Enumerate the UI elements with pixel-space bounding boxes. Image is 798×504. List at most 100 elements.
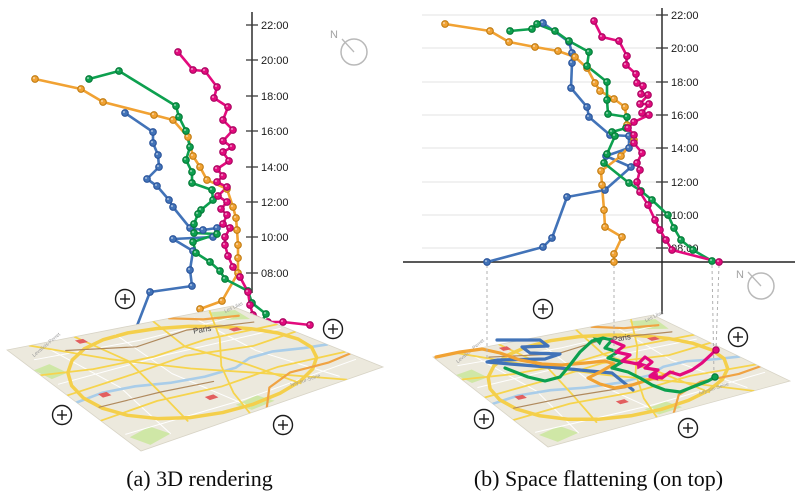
trajectory-point[interactable] <box>219 116 227 124</box>
trajectory-point[interactable] <box>206 258 214 266</box>
trajectory-point[interactable] <box>190 229 198 237</box>
trajectory-point[interactable] <box>591 79 599 87</box>
tether-plus-icon[interactable] <box>272 414 294 436</box>
trajectory-point[interactable] <box>219 137 227 145</box>
trajectory-point[interactable] <box>221 233 229 241</box>
trajectory-point[interactable] <box>597 167 605 175</box>
trajectory-point[interactable] <box>539 243 547 251</box>
trajectory-point[interactable] <box>149 139 157 147</box>
trajectory-point[interactable] <box>571 53 579 61</box>
trajectory-point[interactable] <box>213 83 221 91</box>
trajectory-point[interactable] <box>618 233 626 241</box>
trajectory-point[interactable] <box>169 235 177 243</box>
trajectory-point[interactable] <box>229 263 237 271</box>
trajectory-point[interactable] <box>651 216 659 224</box>
trajectory-point[interactable] <box>189 238 197 246</box>
trajectory-point[interactable] <box>600 159 608 167</box>
tether-plus-icon[interactable] <box>727 326 749 348</box>
trajectory-point[interactable] <box>31 75 39 83</box>
trajectory-point[interactable] <box>531 43 539 51</box>
trajectory-point[interactable] <box>708 257 716 265</box>
tether-plus-icon[interactable] <box>677 417 699 439</box>
trajectory-point[interactable] <box>214 192 222 200</box>
trajectory-point[interactable] <box>188 168 196 176</box>
trajectory-point[interactable] <box>224 252 232 260</box>
trajectory-green-flattened[interactable] <box>503 336 717 394</box>
trajectory-point[interactable] <box>219 220 227 228</box>
trajectory-point[interactable] <box>630 118 638 126</box>
trajectory-point[interactable] <box>213 165 221 173</box>
trajectory-point[interactable] <box>196 305 204 313</box>
trajectory-point[interactable] <box>668 246 676 254</box>
trajectory-point[interactable] <box>551 27 559 35</box>
trajectory-point[interactable] <box>223 211 231 219</box>
trajectory-point[interactable] <box>645 100 653 108</box>
trajectory-point[interactable] <box>585 113 593 121</box>
trajectory-blue-time[interactable] <box>485 21 633 264</box>
trajectory-point[interactable] <box>189 152 197 160</box>
trajectory-point[interactable] <box>77 85 85 93</box>
trajectory-point[interactable] <box>150 111 158 119</box>
trajectory-point[interactable] <box>229 203 237 211</box>
trajectory-point[interactable] <box>590 17 598 25</box>
trajectory-point[interactable] <box>216 267 224 275</box>
trajectory-point[interactable] <box>209 196 217 204</box>
trajectory-point[interactable] <box>192 249 200 257</box>
trajectory-point[interactable] <box>664 211 672 219</box>
trajectory-blue-flattened[interactable] <box>485 338 635 392</box>
trajectory-point[interactable] <box>601 223 609 231</box>
trajectory-point[interactable] <box>617 152 625 160</box>
trajectory-point[interactable] <box>598 181 606 189</box>
trajectory-magenta-3d[interactable] <box>176 50 312 327</box>
trajectory-point[interactable] <box>153 182 161 190</box>
map-endpoint-green[interactable] <box>711 373 719 381</box>
trajectory-point[interactable] <box>554 47 562 55</box>
trajectory-point[interactable] <box>637 90 645 98</box>
trajectory-point[interactable] <box>224 103 232 111</box>
trajectory-point[interactable] <box>625 179 633 187</box>
tether-plus-icon[interactable] <box>473 408 495 430</box>
trajectory-point[interactable] <box>234 254 242 262</box>
trajectory-point[interactable] <box>636 188 644 196</box>
trajectory-point[interactable] <box>221 241 229 249</box>
trajectory-point[interactable] <box>506 27 514 35</box>
trajectory-point[interactable] <box>169 116 177 124</box>
trajectory-point[interactable] <box>199 226 207 234</box>
trajectory-point[interactable] <box>624 124 632 132</box>
trajectory-point[interactable] <box>175 113 183 121</box>
trajectory-point[interactable] <box>186 143 194 151</box>
trajectory-point[interactable] <box>165 196 173 204</box>
trajectory-point[interactable] <box>644 201 652 209</box>
trajectory-point[interactable] <box>213 230 221 238</box>
trajectory-point[interactable] <box>219 172 227 180</box>
trajectory-point[interactable] <box>633 79 641 87</box>
trajectory-point[interactable] <box>533 20 541 28</box>
trajectory-point[interactable] <box>583 62 591 70</box>
trajectory-point[interactable] <box>229 126 237 134</box>
trajectory-point[interactable] <box>203 176 211 184</box>
trajectory-point[interactable] <box>583 103 591 111</box>
trajectory-point[interactable] <box>563 193 571 201</box>
trajectory-point[interactable] <box>182 156 190 164</box>
trajectory-point[interactable] <box>172 102 180 110</box>
trajectory-point[interactable] <box>644 91 652 99</box>
trajectory-point[interactable] <box>715 258 723 266</box>
trajectory-point[interactable] <box>306 321 314 329</box>
trajectory-point[interactable] <box>188 179 196 187</box>
trajectory-point[interactable] <box>622 61 630 69</box>
trajectory-point[interactable] <box>217 205 225 213</box>
tether-plus-icon[interactable] <box>322 318 344 340</box>
trajectory-point[interactable] <box>219 148 227 156</box>
trajectory-point[interactable] <box>121 109 129 117</box>
trajectory-point[interactable] <box>233 226 241 234</box>
trajectory-point[interactable] <box>630 139 638 147</box>
trajectory-point[interactable] <box>221 275 229 283</box>
trajectory-point[interactable] <box>182 127 190 135</box>
trajectory-point[interactable] <box>598 33 606 41</box>
trajectory-point[interactable] <box>149 128 157 136</box>
trajectory-point[interactable] <box>279 318 287 326</box>
trajectory-point[interactable] <box>630 131 638 139</box>
trajectory-point[interactable] <box>174 48 182 56</box>
trajectory-point[interactable] <box>169 203 177 211</box>
trajectory-point[interactable] <box>188 282 196 290</box>
